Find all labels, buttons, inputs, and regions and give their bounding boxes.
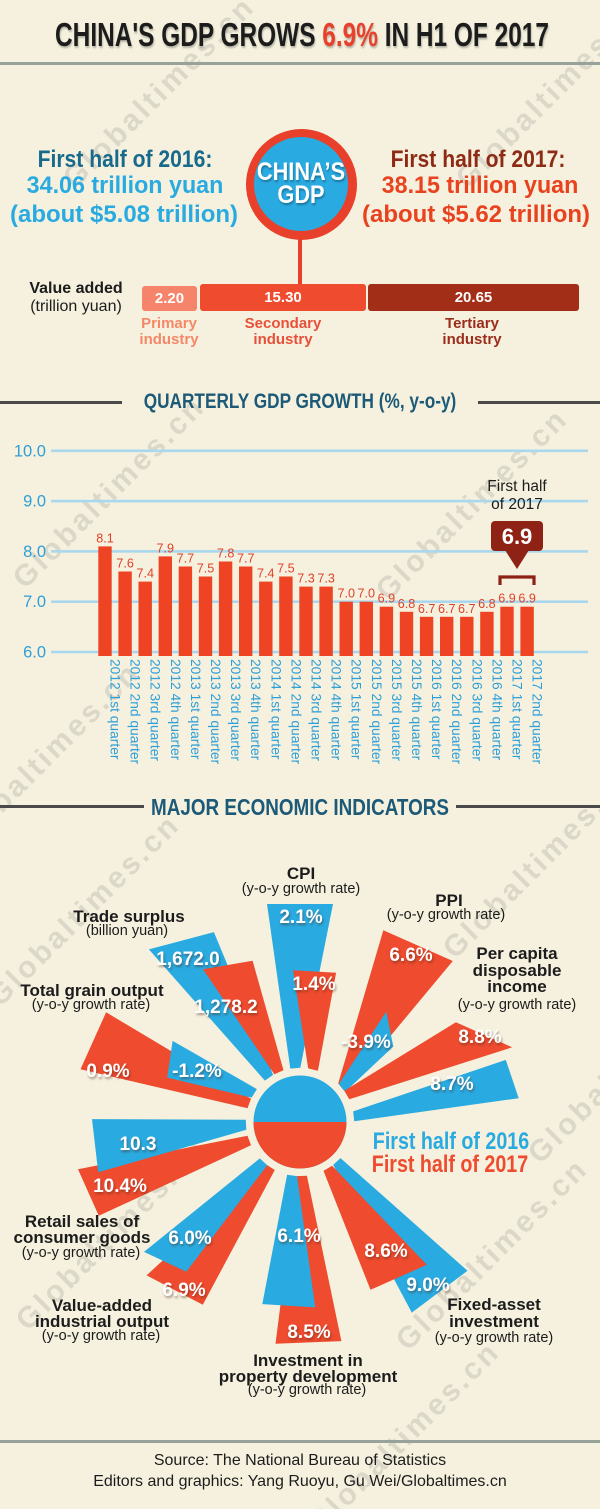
svg-text:6.7: 6.7 — [418, 602, 436, 616]
svg-text:6.8: 6.8 — [398, 597, 416, 611]
svg-text:7.4: 7.4 — [257, 567, 275, 581]
svg-text:7.5: 7.5 — [197, 562, 215, 576]
svg-text:7.8: 7.8 — [217, 547, 235, 561]
svg-text:6.7: 6.7 — [458, 602, 476, 616]
svg-text:-3.9%: -3.9% — [341, 1032, 391, 1053]
svg-text:2013 1st quarter: 2013 1st quarter — [188, 659, 203, 760]
svg-text:2015 4th quarter: 2015 4th quarter — [409, 659, 424, 761]
svg-text:6.1%: 6.1% — [277, 1226, 320, 1247]
svg-text:7.6: 7.6 — [116, 557, 134, 571]
svg-text:10.3: 10.3 — [120, 1134, 157, 1155]
svg-text:2014 3rd quarter: 2014 3rd quarter — [309, 659, 324, 761]
svg-text:2012 2nd quarter: 2012 2nd quarter — [128, 659, 143, 764]
svg-text:7.0: 7.0 — [337, 587, 355, 601]
svg-text:6.6%: 6.6% — [389, 945, 432, 966]
svg-text:2.1%: 2.1% — [279, 907, 322, 928]
svg-text:2013 2nd quarter: 2013 2nd quarter — [208, 659, 223, 764]
svg-text:2014 4th quarter: 2014 4th quarter — [329, 659, 344, 761]
svg-text:2015 3rd quarter: 2015 3rd quarter — [389, 659, 404, 761]
svg-text:8.6%: 8.6% — [364, 1241, 407, 1262]
svg-text:2017 1st quarter: 2017 1st quarter — [510, 659, 525, 760]
svg-text:6.9: 6.9 — [498, 592, 516, 606]
svg-text:2012 4th quarter: 2012 4th quarter — [168, 659, 183, 761]
svg-text:8.7%: 8.7% — [430, 1074, 473, 1095]
svg-text:Globaltimes.cn: Globaltimes.cn — [437, 760, 600, 965]
svg-text:9.0%: 9.0% — [406, 1275, 449, 1296]
svg-text:of 2017: of 2017 — [491, 496, 543, 513]
svg-text:6.9%: 6.9% — [162, 1280, 205, 1301]
svg-text:2013 3rd quarter: 2013 3rd quarter — [228, 659, 243, 761]
svg-text:10.0: 10.0 — [14, 442, 46, 460]
svg-text:7.4: 7.4 — [136, 567, 154, 581]
svg-text:6.9: 6.9 — [502, 524, 533, 549]
svg-text:6.0%: 6.0% — [168, 1228, 211, 1249]
svg-text:7.7: 7.7 — [237, 552, 255, 566]
svg-text:7.3: 7.3 — [297, 572, 315, 586]
svg-text:8.5%: 8.5% — [287, 1322, 330, 1343]
svg-text:2016 2nd quarter: 2016 2nd quarter — [449, 659, 464, 764]
svg-text:10.4%: 10.4% — [93, 1176, 147, 1197]
svg-text:7.0: 7.0 — [358, 587, 376, 601]
svg-text:Globaltimes.cn: Globaltimes.cn — [370, 402, 575, 607]
svg-text:0.9%: 0.9% — [86, 1061, 129, 1082]
svg-text:7.3: 7.3 — [317, 572, 335, 586]
svg-text:6.9: 6.9 — [518, 592, 536, 606]
svg-text:8.8%: 8.8% — [458, 1027, 501, 1048]
svg-text:6.7: 6.7 — [438, 602, 456, 616]
svg-text:2012 1st quarter: 2012 1st quarter — [108, 659, 123, 760]
svg-text:2015 2nd quarter: 2015 2nd quarter — [369, 659, 384, 764]
svg-text:1.4%: 1.4% — [292, 974, 335, 995]
svg-text:8.1: 8.1 — [96, 531, 114, 545]
svg-text:2017 2nd quarter: 2017 2nd quarter — [530, 659, 545, 764]
svg-text:1,278.2: 1,278.2 — [194, 997, 257, 1018]
svg-text:7.9: 7.9 — [157, 541, 175, 555]
svg-text:6.8: 6.8 — [478, 597, 496, 611]
svg-text:2014 1st quarter: 2014 1st quarter — [268, 659, 283, 760]
svg-text:7.0: 7.0 — [23, 593, 46, 611]
svg-text:8.0: 8.0 — [23, 543, 46, 561]
svg-text:2012 3rd quarter: 2012 3rd quarter — [148, 659, 163, 761]
svg-text:First half: First half — [487, 478, 547, 495]
svg-text:7.5: 7.5 — [277, 562, 295, 576]
svg-text:9.0: 9.0 — [23, 493, 46, 511]
svg-text:2014 2nd quarter: 2014 2nd quarter — [288, 659, 303, 764]
svg-text:7.7: 7.7 — [177, 552, 195, 566]
svg-text:6.0: 6.0 — [23, 644, 46, 662]
svg-text:2016 1st quarter: 2016 1st quarter — [429, 659, 444, 760]
svg-text:2016 4th quarter: 2016 4th quarter — [489, 659, 504, 761]
svg-text:6.9: 6.9 — [378, 592, 396, 606]
svg-text:Globaltimes.cn: Globaltimes.cn — [0, 656, 147, 861]
svg-text:-1.2%: -1.2% — [172, 1061, 222, 1082]
svg-text:1,672.0: 1,672.0 — [156, 949, 219, 970]
svg-text:2015 1st quarter: 2015 1st quarter — [349, 659, 364, 760]
svg-text:2013 4th quarter: 2013 4th quarter — [248, 659, 263, 761]
svg-text:2016 3rd quarter: 2016 3rd quarter — [469, 659, 484, 761]
